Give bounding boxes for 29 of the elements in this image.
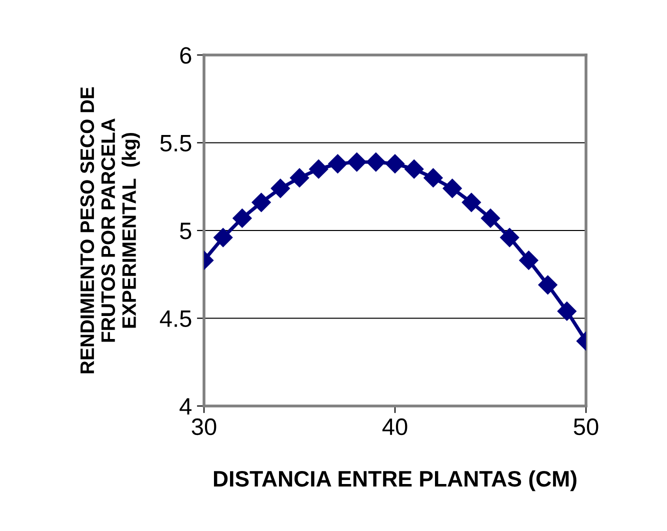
point: [232, 208, 252, 228]
point: [424, 168, 443, 188]
x-tick-label: 50: [574, 418, 598, 436]
point: [462, 192, 481, 212]
y-tick-label: 6: [180, 47, 192, 64]
point: [366, 152, 386, 172]
point: [480, 208, 500, 228]
y-tick-label: 4: [180, 398, 192, 415]
y-tick-label: 4.5: [160, 310, 192, 328]
point: [290, 168, 310, 188]
point: [309, 160, 328, 179]
point: [442, 178, 462, 198]
y-axis-title: RENDIMIENTO PESO SECO DE FRUTOS POR PARCELA EXPERIMENTAL (kg): [80, 87, 140, 374]
point: [270, 178, 290, 198]
x-tick-label: 40: [382, 418, 408, 436]
point: [347, 152, 366, 172]
point: [252, 192, 271, 212]
point: [328, 154, 348, 174]
y-tick-label: 5: [180, 222, 192, 240]
point: [385, 154, 405, 174]
point: [500, 228, 520, 248]
y-tick-label: 5.5: [160, 135, 192, 152]
x-tick-label: 30: [192, 418, 216, 436]
point: [519, 250, 538, 270]
point: [214, 228, 233, 248]
point: [404, 160, 424, 179]
point: [538, 275, 558, 294]
point: [557, 302, 576, 321]
x-axis-title: DISTANCIA ENTRE PLANTAS (CM): [214, 470, 576, 492]
